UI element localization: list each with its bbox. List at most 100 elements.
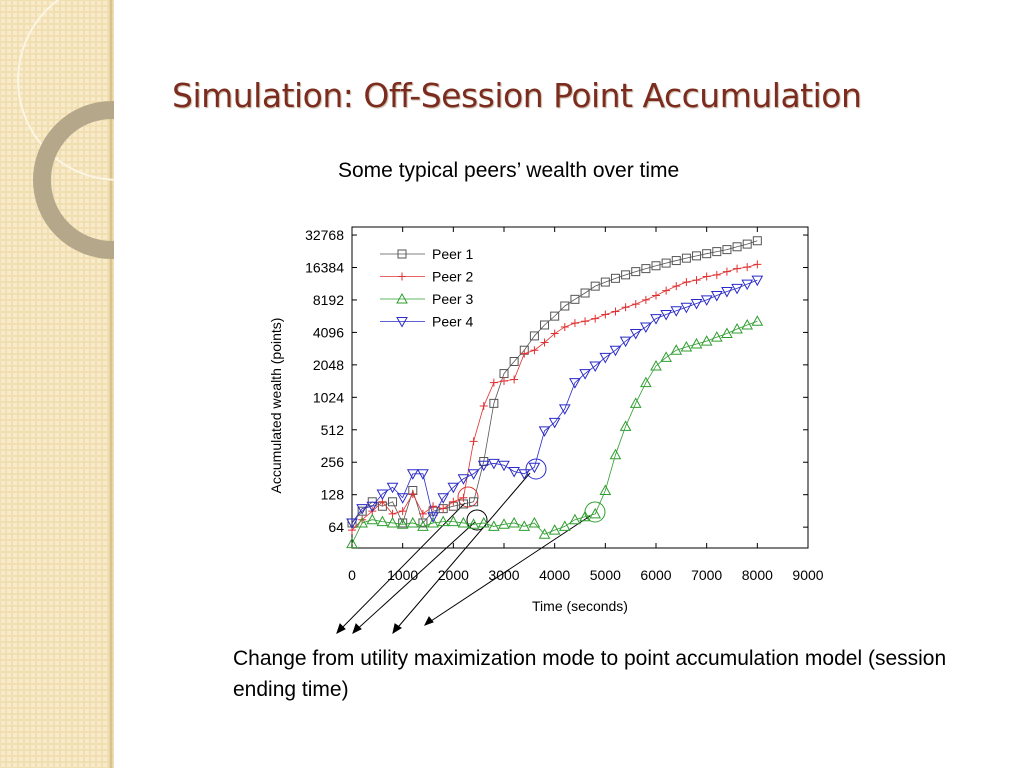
x-tick-label: 1000 <box>387 567 418 583</box>
y-tick-label: 1024 <box>313 389 344 405</box>
marker <box>731 283 743 295</box>
marker <box>662 286 671 295</box>
marker <box>712 270 721 279</box>
marker <box>458 499 468 509</box>
caption: Change from utility maximization mode to… <box>233 647 947 701</box>
legend-label: Peer 4 <box>432 314 473 330</box>
marker <box>367 497 377 507</box>
legend-label: Peer 2 <box>432 269 473 285</box>
marker <box>488 458 500 470</box>
marker <box>589 507 602 519</box>
marker <box>388 497 398 507</box>
marker <box>358 515 367 524</box>
marker <box>538 426 551 437</box>
marker <box>508 467 520 478</box>
marker <box>447 482 460 494</box>
marker <box>733 264 742 273</box>
marker <box>631 300 640 309</box>
marker <box>580 288 590 298</box>
marker <box>449 497 458 506</box>
marker <box>741 279 754 291</box>
marker <box>560 322 569 331</box>
annotation-circle <box>457 486 479 508</box>
marker <box>408 489 417 498</box>
marker <box>629 329 642 340</box>
marker <box>682 278 691 287</box>
marker <box>417 520 429 531</box>
marker <box>469 437 478 446</box>
marker <box>378 497 387 506</box>
marker <box>356 516 368 528</box>
marker <box>386 516 399 528</box>
marker <box>591 314 600 323</box>
marker <box>439 504 448 513</box>
marker <box>500 377 508 386</box>
legend-label: Peer 1 <box>432 246 473 262</box>
marker <box>427 512 439 523</box>
series-line <box>351 320 758 544</box>
marker <box>530 346 539 355</box>
marker <box>619 336 632 348</box>
marker <box>347 518 357 528</box>
marker <box>467 469 480 480</box>
marker <box>528 516 541 528</box>
marker <box>540 320 550 330</box>
marker <box>438 504 448 514</box>
marker <box>599 352 612 364</box>
marker <box>377 501 387 511</box>
marker <box>650 359 662 371</box>
marker <box>519 345 529 355</box>
marker <box>609 448 622 460</box>
marker <box>346 537 358 549</box>
y-tick-label: 32768 <box>305 227 344 243</box>
marker <box>692 276 701 285</box>
marker <box>447 515 460 527</box>
x-tick-label: 6000 <box>640 567 671 583</box>
legend-marker <box>398 272 406 281</box>
marker <box>398 518 408 528</box>
marker <box>732 242 742 252</box>
marker <box>548 417 561 429</box>
marker <box>640 376 652 388</box>
marker <box>601 310 610 319</box>
x-tick-label: 5000 <box>590 567 621 583</box>
marker <box>721 327 733 339</box>
marker <box>621 303 630 312</box>
marker <box>570 294 580 304</box>
marker <box>611 307 620 316</box>
marker <box>722 245 732 255</box>
legend-marker <box>397 249 407 259</box>
y-tick-label: 128 <box>321 487 345 503</box>
marker <box>753 260 762 269</box>
x-tick-label: 3000 <box>488 567 519 583</box>
annotation-circle <box>525 458 547 480</box>
marker <box>418 518 428 528</box>
marker <box>529 331 539 341</box>
marker <box>652 291 660 300</box>
marker <box>579 369 591 380</box>
marker <box>731 323 743 334</box>
marker <box>437 493 450 504</box>
marker <box>448 501 458 511</box>
marker <box>671 256 681 266</box>
marker <box>499 369 509 379</box>
y-tick-label: 256 <box>321 454 345 470</box>
marker <box>700 335 713 346</box>
marker <box>479 402 488 411</box>
marker <box>469 497 479 507</box>
marker <box>700 295 713 306</box>
y-axis-label: Accumulated wealth (points) <box>268 318 284 494</box>
marker <box>650 314 662 325</box>
slide-title: Simulation: Off-Session Point Accumulati… <box>172 76 862 115</box>
marker <box>752 236 762 246</box>
marker <box>641 264 651 274</box>
x-tick-label: 4000 <box>539 567 570 583</box>
marker <box>356 504 368 515</box>
annotation-arrows <box>336 472 591 635</box>
x-axis-label: Time (seconds) <box>532 598 628 614</box>
marker <box>600 277 610 287</box>
marker <box>518 520 531 531</box>
marker <box>751 315 764 326</box>
x-tick-label: 9000 <box>792 567 823 583</box>
